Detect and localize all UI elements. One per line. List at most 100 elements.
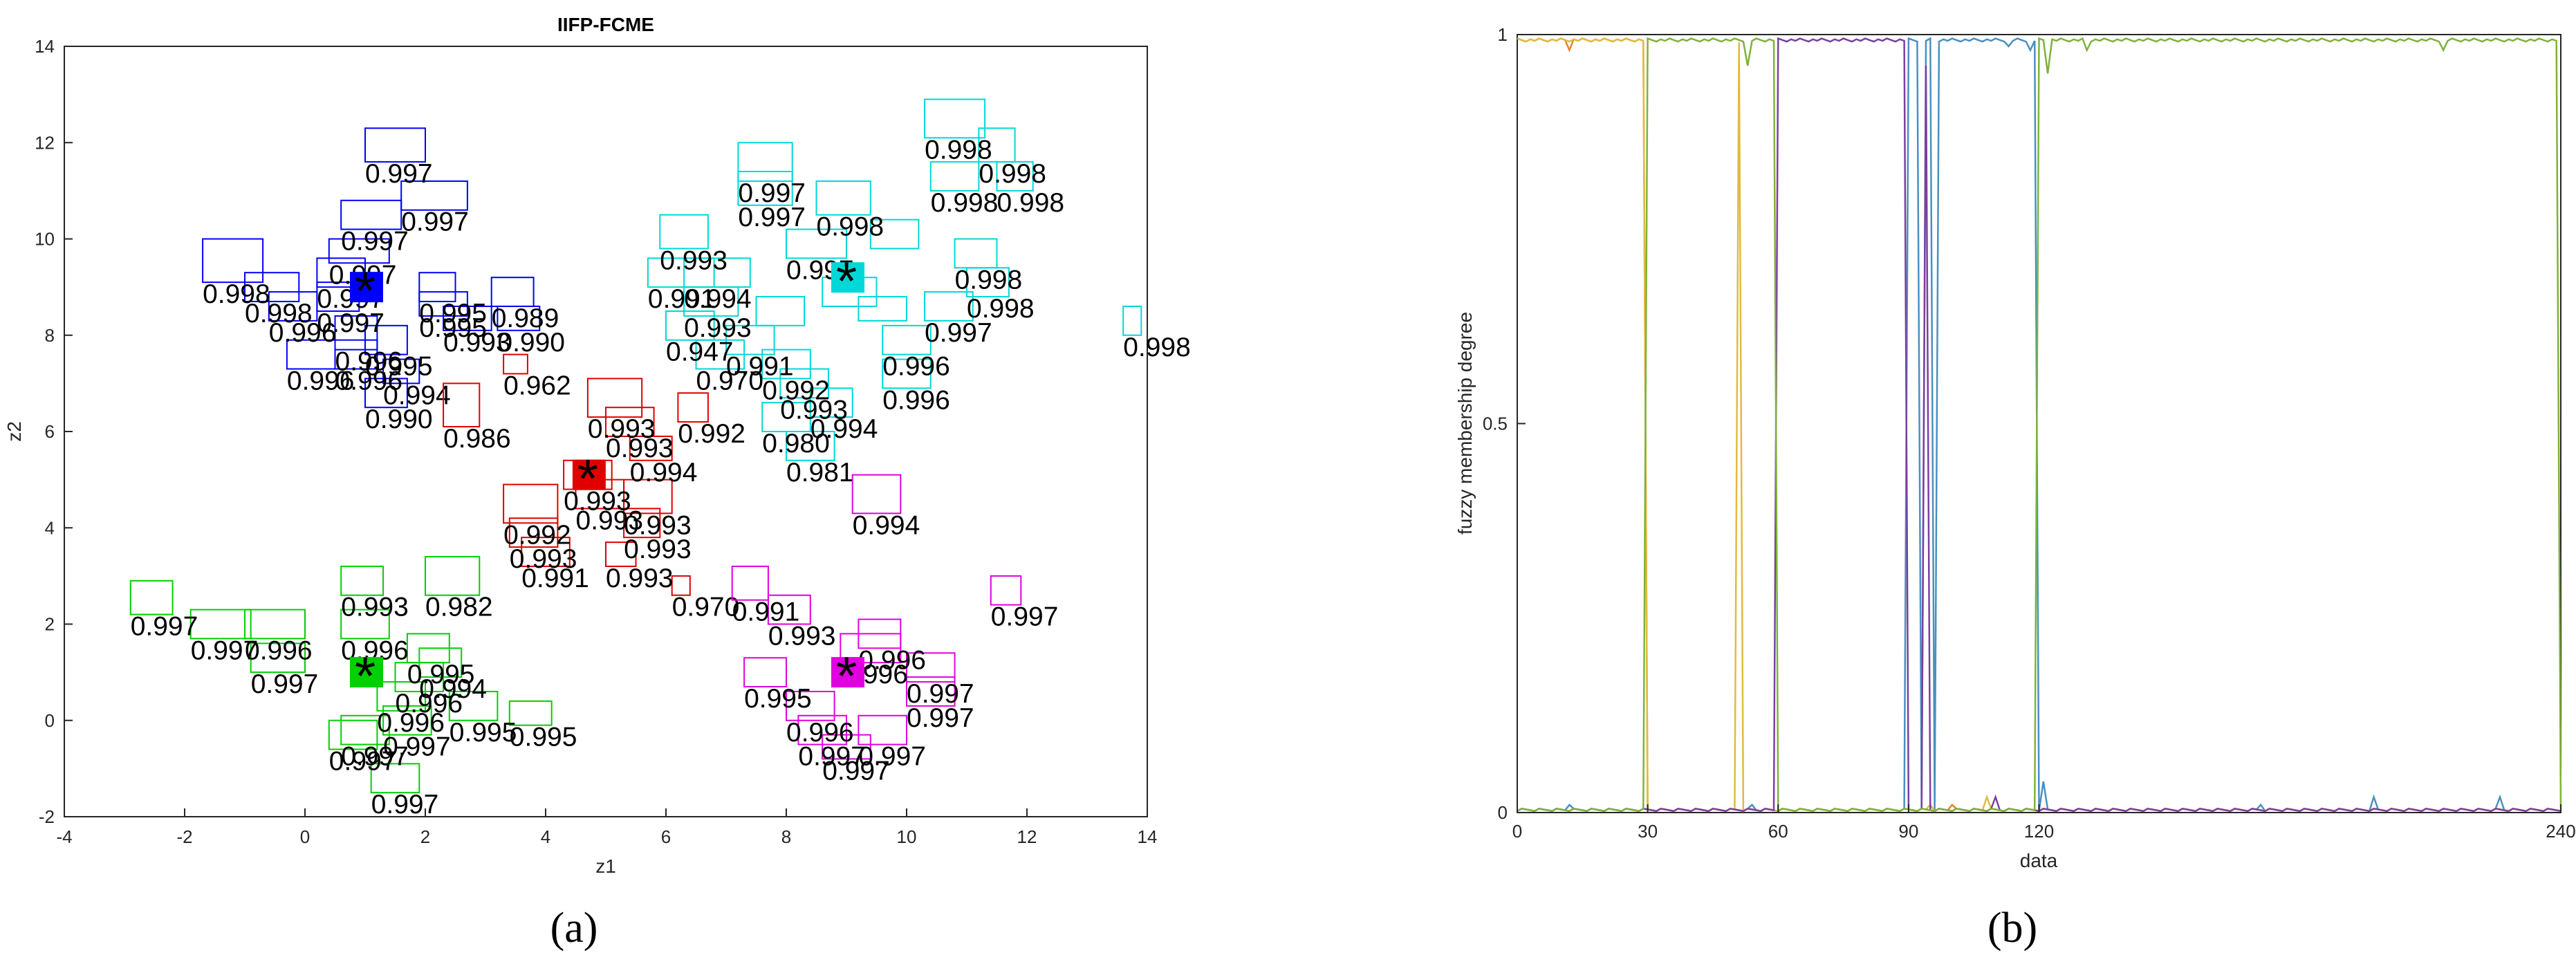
membership-label: 0.993 [606,434,674,463]
membership-label: 0.997 [383,732,451,762]
a-xtick-label: -4 [56,826,72,847]
membership-label: 0.995 [365,352,433,382]
cluster-box [779,368,829,399]
membership-label: 0.947 [666,337,734,367]
membership-label: 0.981 [786,458,854,488]
membership-label: 0.993 [684,313,752,343]
cluster-box [623,508,661,539]
membership-label: 0.996 [245,636,313,665]
b-ytick-label: 0 [1498,802,1508,823]
a-xtick-label: 0 [300,826,310,847]
membership-label: 0.993 [780,395,848,425]
cluster-box [508,517,559,548]
center-marker: * [836,645,857,706]
membership-label: 0.995 [419,313,487,343]
cluster-center [831,657,864,688]
cluster-box [328,238,390,264]
cluster-box [443,305,492,331]
cluster-box [929,161,980,192]
membership-label: 0.997 [738,178,806,208]
membership-label: 0.997 [341,742,409,772]
membership-label: 0.986 [443,424,511,454]
cluster-box [503,353,528,375]
caption-b: (b) [1987,905,2037,952]
membership-label: 0.995 [450,718,517,748]
membership-label: 0.997 [907,679,974,709]
membership-label: 0.994 [684,284,752,314]
membership-label: 0.996 [335,347,403,377]
a-ytick-label: -2 [39,806,55,827]
cluster-box [364,378,408,409]
center-marker: * [355,645,376,706]
membership-label: 0.992 [503,520,571,550]
cluster-box [731,565,769,601]
cluster-box [737,142,793,182]
cluster-box [737,171,793,206]
membership-label: 0.994 [419,674,487,704]
a-ytick-label: 6 [45,421,55,442]
cluster-box [767,594,811,625]
cluster-box [743,657,787,688]
cluster-box [340,565,384,596]
a-ytick-label: 12 [35,132,55,153]
a-xtick-label: 12 [1017,826,1037,847]
cluster-box [924,98,986,139]
a-ytick-label: 8 [45,325,55,346]
membership-label: 0.991 [726,352,794,382]
membership-label: 0.998 [967,294,1035,324]
cluster-box [755,296,806,326]
membership-label: 0.993 [443,328,511,358]
a-ytick-label: 4 [45,517,55,538]
cluster-center [350,657,383,688]
membership-label: 0.994 [383,380,451,410]
cluster-box [503,483,559,524]
membership-label: 0.997 [907,703,974,733]
membership-label: 0.998 [203,279,270,309]
membership-label: 0.993 [510,544,577,574]
a-xtick-label: 8 [781,826,791,847]
membership-label: 0.997 [858,742,926,772]
cluster-box [1122,305,1142,336]
cluster-box [376,681,427,712]
membership-label: 0.996 [786,718,854,748]
cluster-box [677,392,709,423]
cluster-box [521,537,571,567]
cluster-box [786,431,835,461]
cluster-box [443,382,481,428]
cluster-box [400,180,468,211]
membership-label: 0.995 [407,660,475,689]
b-xtick-label: 30 [1638,821,1658,842]
membership-label: 0.995 [510,723,577,752]
cluster-box [996,161,1034,192]
membership-label: 0.992 [678,419,745,449]
membership-label: 0.993 [624,510,692,540]
cluster-box [340,199,402,230]
center-marker: * [355,260,376,321]
cluster-box [364,127,426,163]
membership-label: 0.997 [365,159,433,189]
cluster-box [924,291,974,322]
membership-label: 0.997 [131,612,198,642]
plot-a-ylabel: z2 [3,421,25,442]
cluster-box [671,575,691,596]
cluster-box [382,358,420,384]
membership-label: 0.980 [762,429,830,458]
cluster-box [761,349,811,380]
a-xtick-label: 14 [1138,826,1158,847]
membership-label: 0.995 [419,299,487,328]
cluster-center [831,262,864,293]
cluster-box [425,556,481,596]
membership-label: 0.982 [425,593,493,622]
cluster-box [906,652,956,683]
membership-label: 0.997 [317,308,384,338]
membership-label: 0.970 [672,593,740,622]
membership-label: 0.994 [810,414,878,444]
b-xtick-label: 60 [1768,821,1788,842]
cluster-box [882,358,932,389]
a-xtick-label: 6 [661,826,671,847]
membership-label: 0.997 [925,318,992,348]
a-ytick-label: 14 [35,36,55,57]
a-xtick-label: 2 [420,826,430,847]
